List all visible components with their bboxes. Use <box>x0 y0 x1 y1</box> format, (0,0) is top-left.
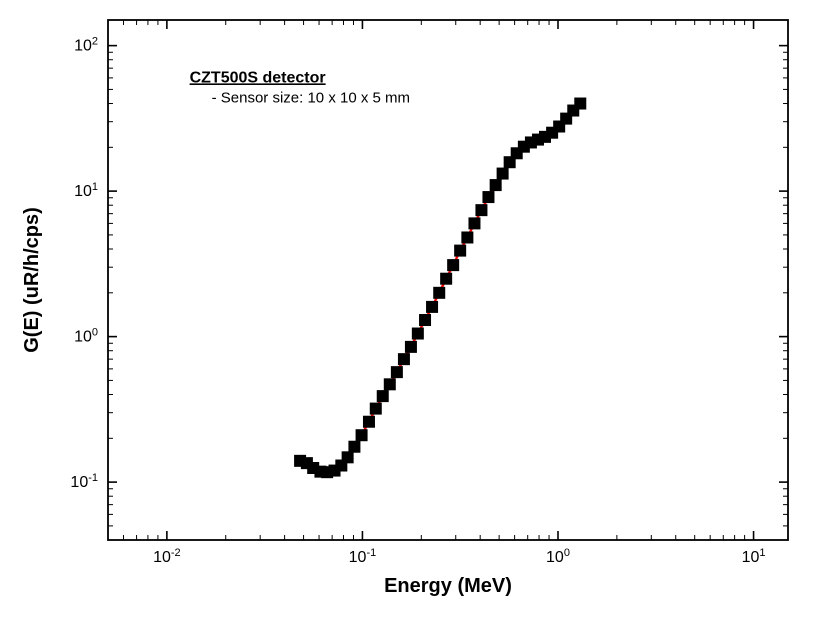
chart-background <box>0 0 832 624</box>
data-marker <box>384 379 395 390</box>
data-marker <box>420 315 431 326</box>
data-marker <box>398 354 409 365</box>
data-marker <box>476 205 487 216</box>
chart-svg: 10-210-110010110-1100101102 Energy (MeV)… <box>0 0 832 624</box>
data-marker <box>356 430 367 441</box>
data-marker <box>441 273 452 284</box>
x-axis-label: Energy (MeV) <box>384 575 512 597</box>
annotation-subtitle: - Sensor size: 10 x 10 x 5 mm <box>212 89 410 106</box>
data-marker <box>497 168 508 179</box>
data-marker <box>434 287 445 298</box>
annotation-title: CZT500S detector <box>190 69 326 86</box>
data-marker <box>462 232 473 243</box>
data-marker <box>342 452 353 463</box>
data-marker <box>412 328 423 339</box>
data-marker <box>575 98 586 109</box>
data-marker <box>469 218 480 229</box>
data-marker <box>427 301 438 312</box>
data-marker <box>377 391 388 402</box>
data-marker <box>405 341 416 352</box>
data-marker <box>483 192 494 203</box>
data-marker <box>349 441 360 452</box>
data-marker <box>370 403 381 414</box>
data-marker <box>455 245 466 256</box>
data-marker <box>490 180 501 191</box>
data-marker <box>363 416 374 427</box>
y-axis-label: G(E) (uR/h/cps) <box>21 207 43 353</box>
data-marker <box>391 367 402 378</box>
data-marker <box>448 260 459 271</box>
